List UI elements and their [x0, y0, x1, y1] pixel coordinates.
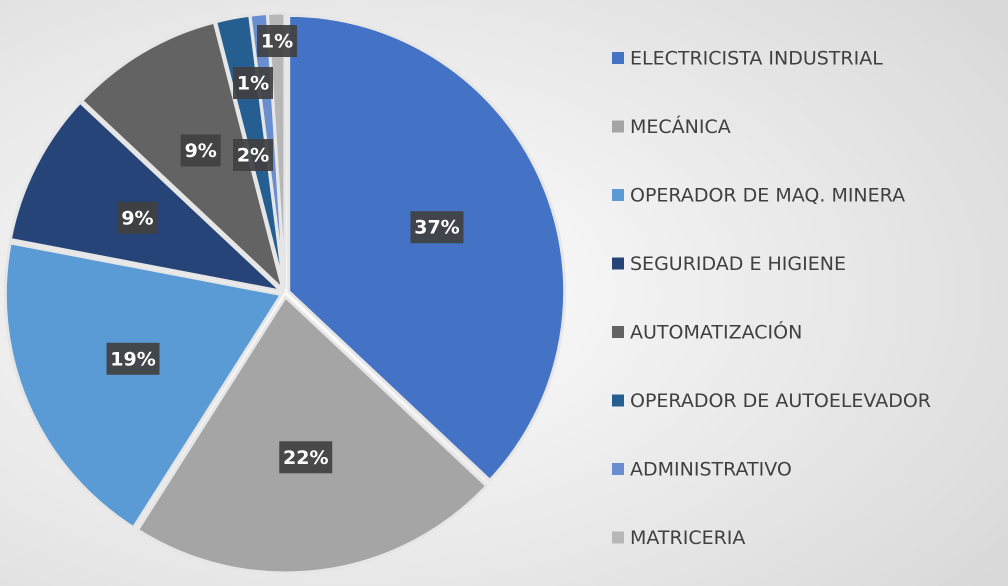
legend-label: ELECTRICISTA INDUSTRIAL [630, 48, 883, 70]
legend-label: AUTOMATIZACIÓN [630, 320, 802, 344]
legend-label: ADMINISTRATIVO [630, 459, 792, 481]
data-label-box [233, 67, 273, 99]
legend-swatch [612, 189, 624, 201]
data-label: 37% [414, 217, 459, 239]
legend-swatch [612, 463, 624, 475]
legend-label: OPERADOR DE MAQ. MINERA [630, 185, 905, 207]
legend-swatch [612, 257, 624, 270]
legend-swatch [612, 120, 624, 133]
data-label-box [106, 342, 160, 375]
data-label: 9% [185, 140, 217, 162]
data-label-box [117, 201, 158, 234]
legend-swatch [612, 326, 624, 338]
pie-slice [3, 241, 284, 530]
legend-label: MECÁNICA [630, 115, 731, 138]
data-label: 1% [261, 31, 293, 53]
legend-swatch [612, 52, 624, 64]
legend-label: SEGURIDAD E HIGIENE [630, 253, 846, 275]
data-label-box [257, 25, 297, 57]
data-label: 2% [237, 145, 269, 167]
legend-label: OPERADOR DE AUTOELEVADOR [630, 390, 931, 412]
pie-slice [8, 100, 287, 294]
data-label-box [233, 139, 273, 171]
pie-slice [135, 294, 489, 575]
data-label: 1% [237, 73, 269, 95]
data-label-box [410, 211, 464, 244]
pie-slice [287, 13, 567, 483]
data-label: 22% [283, 447, 328, 469]
data-label-box [279, 441, 333, 474]
data-label: 19% [110, 348, 155, 370]
legend-swatch [612, 531, 624, 544]
data-label-box [180, 134, 221, 167]
legend-label: MATRICERIA [630, 527, 745, 549]
data-label: 9% [121, 207, 153, 229]
legend-swatch [612, 394, 624, 407]
